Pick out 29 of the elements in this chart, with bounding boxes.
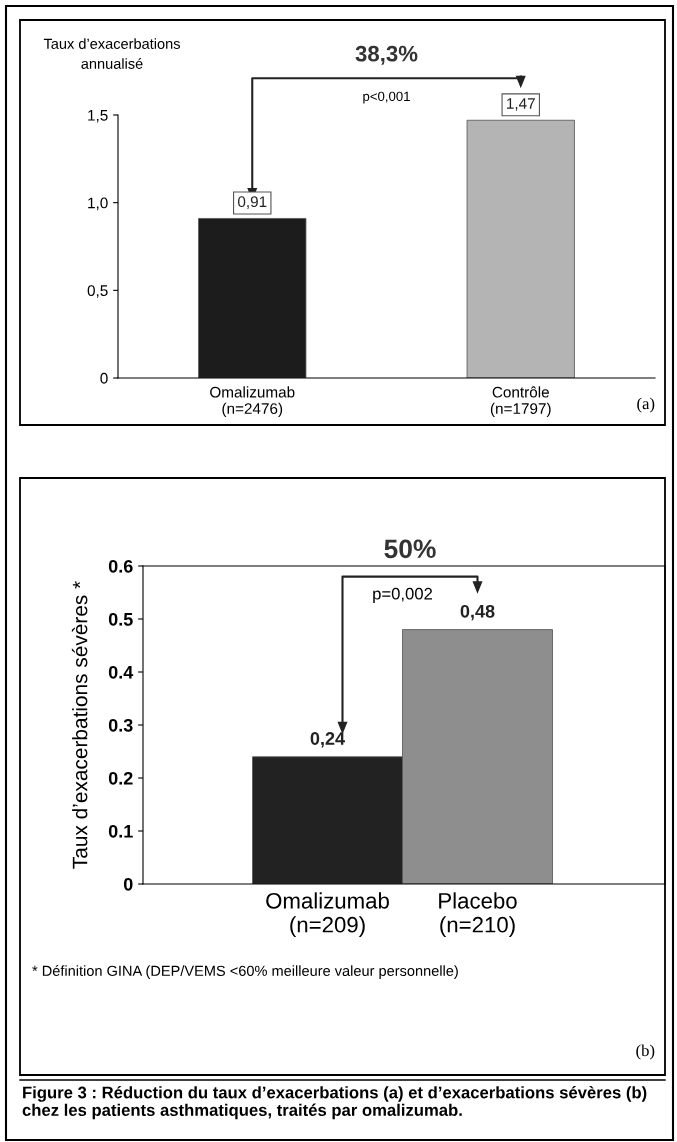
y-tick-label: 0.4 (108, 665, 134, 679)
text: 38,3% (355, 45, 418, 65)
y-axis-title: Taux d’exacerbations sévères * (71, 581, 88, 869)
x-tick-label: Omalizumab (n=2476) (210, 386, 295, 418)
y-tick-label: 1,5 (88, 110, 108, 123)
data-label: 0,24 (310, 732, 345, 748)
x-tick-label: Omalizumab (n=209) (266, 892, 389, 937)
text: 50% (384, 539, 436, 559)
text: p<0,001 (363, 91, 410, 104)
annotation: p=0,002 (373, 587, 433, 603)
y-tick-label: 0 (123, 877, 133, 891)
y-tick-label: 0.3 (108, 718, 133, 732)
caption: Figure 3 : Réduction du taux d’exacerbations (a) et d’exacerbations sévères (b) chez les patients asthmatiques, traités par omalizumab. (22, 1086, 647, 1120)
y-tick-label: 1,0 (88, 197, 108, 211)
y-tick-label: 0,5 (87, 285, 108, 298)
data-label: 0,48 (460, 604, 495, 621)
data-label: 1,47 (507, 98, 535, 111)
y-tick-label: 0.2 (108, 771, 133, 785)
x-tick-label: Contrôle (n=1797) (490, 386, 551, 418)
text: (a) (637, 397, 655, 413)
text: * Définition GINA (DEP/VEMS <60% meilleure valeur personnelle) (32, 965, 458, 979)
data-label: 0,91 (237, 196, 267, 209)
y-axis-title: Taux d’exacerbations annualisé (43, 38, 180, 69)
x-tick-label: Placebo (n=210) (439, 892, 517, 937)
y-tick-label: 0.1 (108, 824, 133, 838)
text: (b) (636, 1044, 655, 1060)
y-tick-label: 0.6 (108, 559, 133, 573)
y-tick-label: 0 (100, 372, 108, 384)
y-tick-label: 0.5 (108, 612, 133, 626)
